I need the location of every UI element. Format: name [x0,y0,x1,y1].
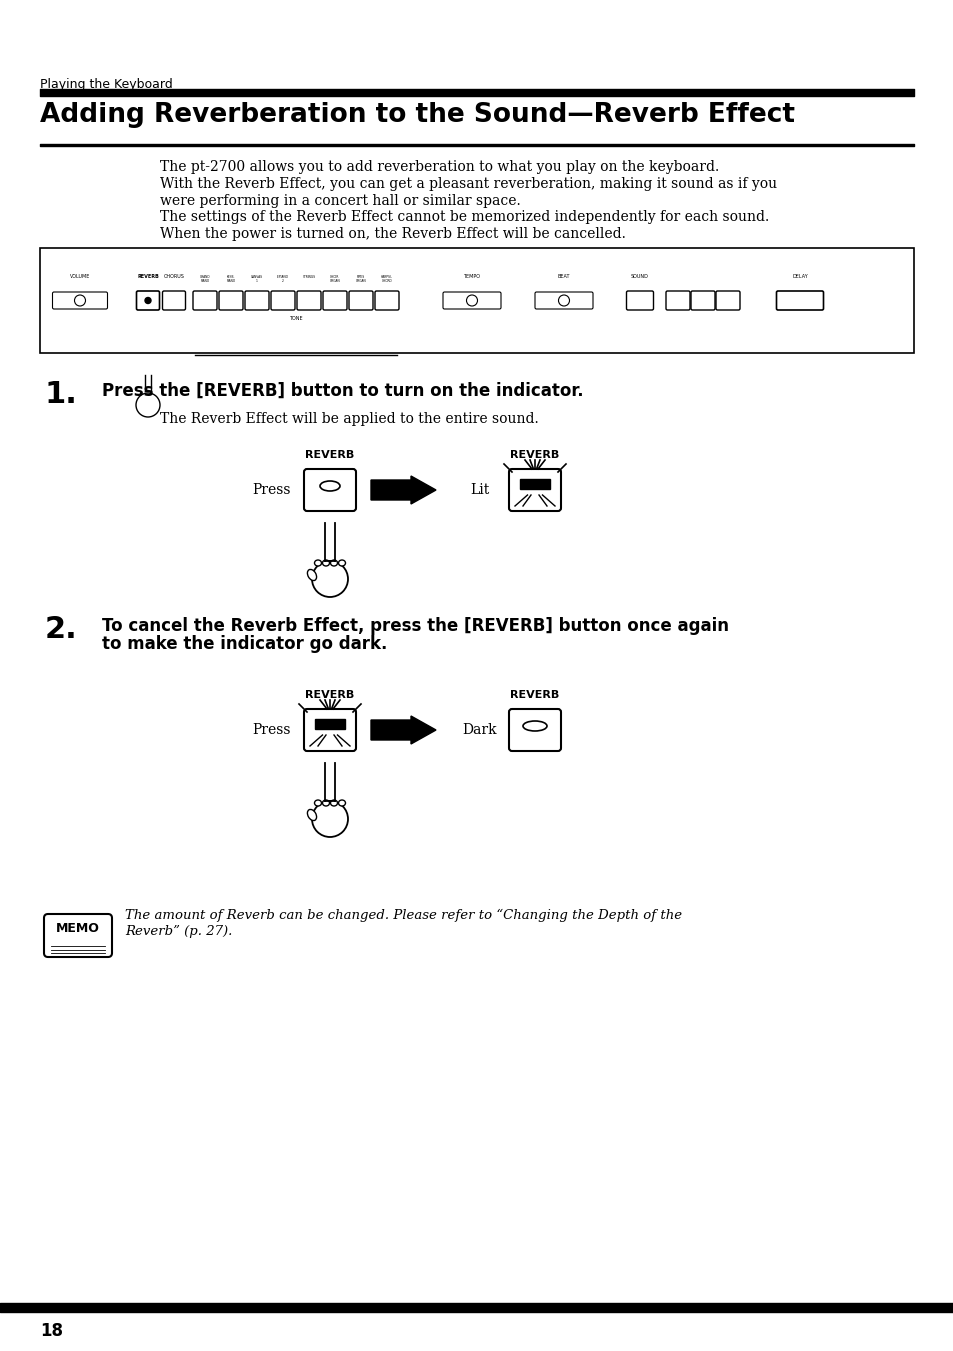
Bar [314,719,345,730]
Text: to make the indicator go dark.: to make the indicator go dark. [102,635,387,653]
FancyBboxPatch shape [304,709,355,751]
Text: CANVAS
1: CANVAS 1 [251,274,263,284]
Bar [40,249,913,353]
Bar [519,480,550,489]
Ellipse shape [307,809,316,820]
Ellipse shape [330,800,337,807]
Text: KEYB.
PIANO: KEYB. PIANO [226,274,235,284]
Text: The amount of Reverb can be changed. Please refer to “Changing the Depth of the: The amount of Reverb can be changed. Ple… [125,909,681,923]
FancyBboxPatch shape [690,290,714,309]
Ellipse shape [322,800,329,807]
FancyBboxPatch shape [776,290,822,309]
Ellipse shape [338,800,345,807]
FancyArrow shape [371,476,436,504]
FancyBboxPatch shape [304,469,355,511]
Text: E.PIANO
2: E.PIANO 2 [276,274,289,284]
Text: TONE: TONE [289,316,302,322]
Text: STRINGS: STRINGS [302,274,315,278]
Text: Press the [REVERB] button to turn on the indicator.: Press the [REVERB] button to turn on the… [102,382,583,400]
FancyBboxPatch shape [44,915,112,957]
FancyBboxPatch shape [375,290,398,309]
FancyBboxPatch shape [509,709,560,751]
Ellipse shape [319,481,339,490]
Text: Playing the Keyboard: Playing the Keyboard [40,78,172,91]
FancyBboxPatch shape [535,292,593,309]
FancyBboxPatch shape [665,290,689,309]
Text: REVERB: REVERB [305,450,355,459]
Text: 18: 18 [40,1323,63,1340]
FancyBboxPatch shape [323,290,347,309]
Text: 1.: 1. [45,380,78,409]
Text: Adding Reverberation to the Sound—Reverb Effect: Adding Reverberation to the Sound—Reverb… [40,101,794,128]
Ellipse shape [338,561,345,566]
FancyBboxPatch shape [296,290,320,309]
FancyBboxPatch shape [349,290,373,309]
Circle shape [136,393,160,417]
Text: REVERB: REVERB [305,690,355,700]
Ellipse shape [314,561,321,566]
Text: CHOIR
ORGAN: CHOIR ORGAN [330,274,340,284]
Text: PIPES
ORGAN: PIPES ORGAN [355,274,366,284]
Text: With the Reverb Effect, you can get a pleasant reverberation, making it sound as: With the Reverb Effect, you can get a pl… [160,177,777,190]
Circle shape [145,297,151,304]
Text: GRAND
PIANO: GRAND PIANO [199,274,210,284]
FancyBboxPatch shape [271,290,294,309]
FancyBboxPatch shape [219,290,243,309]
FancyArrow shape [371,716,436,744]
FancyBboxPatch shape [509,469,560,511]
Text: Press: Press [252,484,291,497]
Text: To cancel the Reverb Effect, press the [REVERB] button once again: To cancel the Reverb Effect, press the [… [102,617,728,635]
Text: REVERB: REVERB [510,690,559,700]
Text: DELAY: DELAY [791,273,807,278]
FancyBboxPatch shape [716,290,740,309]
Ellipse shape [322,561,329,566]
Text: The pt-2700 allows you to add reverberation to what you play on the keyboard.: The pt-2700 allows you to add reverberat… [160,159,719,174]
Text: HARPSI-
CHORD: HARPSI- CHORD [380,274,393,284]
Ellipse shape [330,561,337,566]
FancyBboxPatch shape [193,290,216,309]
Text: REVERB: REVERB [137,273,159,278]
Ellipse shape [314,800,321,807]
FancyBboxPatch shape [136,290,159,309]
Ellipse shape [522,721,546,731]
Text: VOLUME: VOLUME [70,273,91,278]
FancyBboxPatch shape [52,292,108,309]
Text: Reverb” (p. 27).: Reverb” (p. 27). [125,925,233,938]
Text: BEAT: BEAT [558,273,570,278]
Text: Lit: Lit [470,484,489,497]
Circle shape [312,561,348,597]
Text: REVERB: REVERB [510,450,559,459]
FancyBboxPatch shape [245,290,269,309]
Text: TEMPO: TEMPO [463,273,480,278]
Text: The settings of the Reverb Effect cannot be memorized independently for each sou: The settings of the Reverb Effect cannot… [160,209,768,224]
Text: MEMO: MEMO [56,921,100,935]
Text: CHORUS: CHORUS [163,273,184,278]
Ellipse shape [307,569,316,581]
Text: The Reverb Effect will be applied to the entire sound.: The Reverb Effect will be applied to the… [160,412,538,426]
Text: When the power is turned on, the Reverb Effect will be cancelled.: When the power is turned on, the Reverb … [160,227,625,240]
Circle shape [312,801,348,838]
Circle shape [466,295,477,305]
FancyBboxPatch shape [626,290,653,309]
Text: SOUND: SOUND [630,273,648,278]
FancyBboxPatch shape [162,290,185,309]
Text: Press: Press [252,723,291,738]
Text: were performing in a concert hall or similar space.: were performing in a concert hall or sim… [160,195,520,208]
FancyBboxPatch shape [442,292,500,309]
Text: 2.: 2. [45,615,77,644]
Circle shape [74,295,86,305]
Text: Dark: Dark [461,723,497,738]
Circle shape [558,295,569,305]
